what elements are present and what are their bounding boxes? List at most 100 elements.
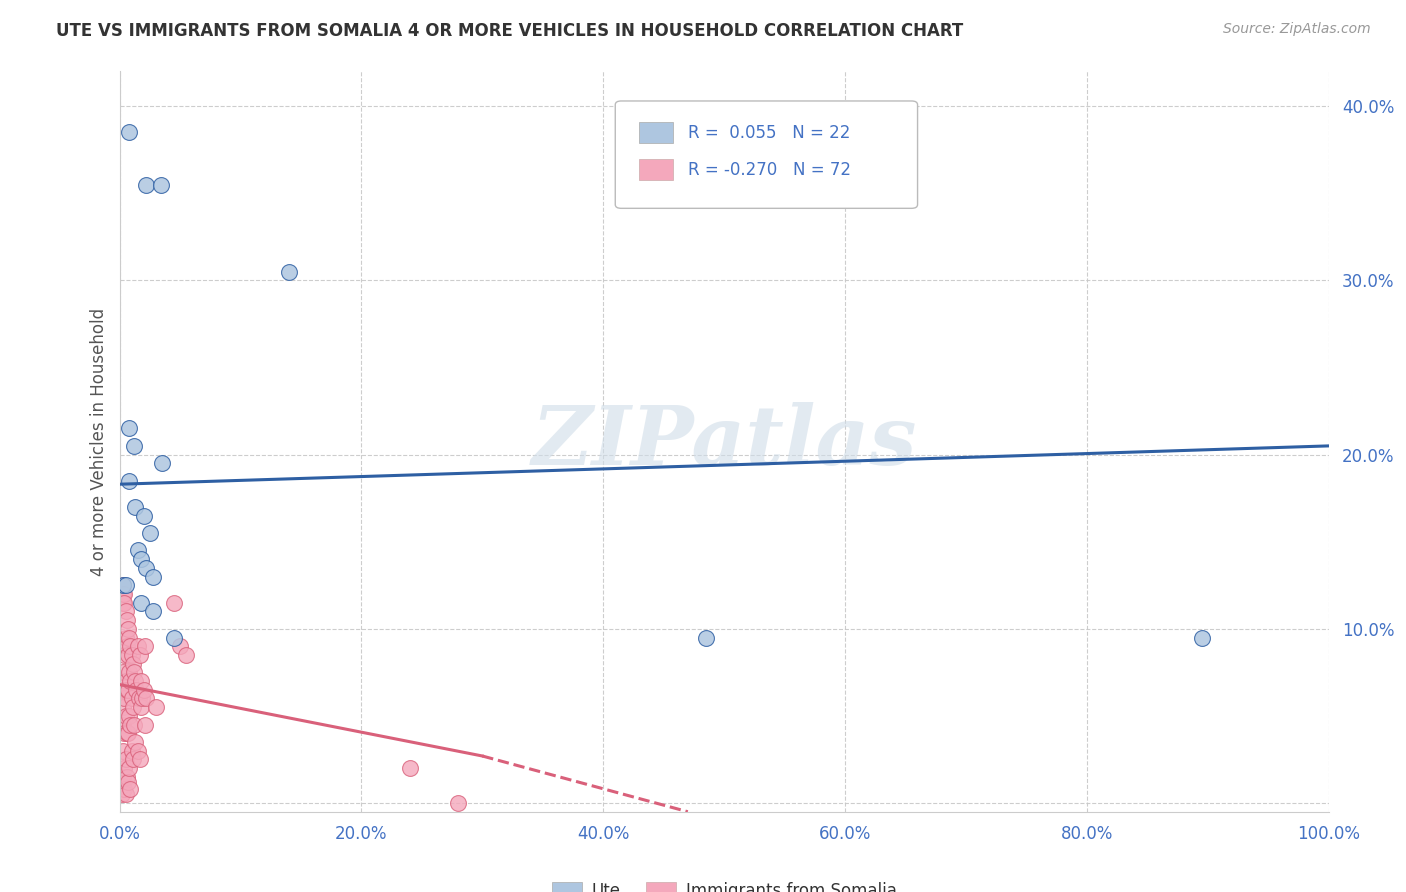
Point xyxy=(149,178,172,192)
Point xyxy=(111,787,134,801)
Point xyxy=(114,752,136,766)
Point xyxy=(114,631,136,645)
Point xyxy=(129,674,152,689)
Text: R = -0.270   N = 72: R = -0.270 N = 72 xyxy=(688,161,851,178)
Point xyxy=(114,787,136,801)
Point xyxy=(129,648,152,662)
Point xyxy=(134,639,156,653)
Point xyxy=(121,657,143,671)
Point xyxy=(112,596,135,610)
Point xyxy=(112,648,135,662)
Point xyxy=(117,648,139,662)
Point xyxy=(121,744,143,758)
Point xyxy=(114,604,136,618)
Point xyxy=(121,691,143,706)
Text: R =  0.055   N = 22: R = 0.055 N = 22 xyxy=(688,124,851,142)
Point xyxy=(277,265,299,279)
Point xyxy=(695,631,717,645)
Point xyxy=(129,596,152,610)
Point xyxy=(127,744,149,758)
Text: ZIPatlas: ZIPatlas xyxy=(531,401,917,482)
Point xyxy=(115,682,138,697)
Point xyxy=(112,770,135,784)
Point xyxy=(142,569,165,583)
Point xyxy=(114,674,136,689)
Point xyxy=(135,691,157,706)
Point xyxy=(128,691,150,706)
Point xyxy=(120,782,142,797)
Point xyxy=(112,587,135,601)
Point xyxy=(115,613,138,627)
Text: UTE VS IMMIGRANTS FROM SOMALIA 4 OR MORE VEHICLES IN HOUSEHOLD CORRELATION CHART: UTE VS IMMIGRANTS FROM SOMALIA 4 OR MORE… xyxy=(56,22,963,40)
Point xyxy=(120,717,142,731)
Point xyxy=(135,178,157,192)
Point xyxy=(142,604,165,618)
Point xyxy=(124,674,146,689)
Point xyxy=(131,691,153,706)
Point xyxy=(132,682,155,697)
Point xyxy=(122,439,145,453)
Point xyxy=(114,709,136,723)
Point xyxy=(112,744,135,758)
Point xyxy=(112,717,135,731)
Point xyxy=(174,648,197,662)
Point xyxy=(121,752,143,766)
Point xyxy=(118,125,141,139)
Point xyxy=(124,735,146,749)
Point xyxy=(112,700,135,714)
FancyBboxPatch shape xyxy=(616,101,918,209)
Point xyxy=(138,526,162,541)
Point xyxy=(129,752,152,766)
Point xyxy=(120,639,142,653)
Point xyxy=(112,726,135,740)
Point xyxy=(122,665,145,680)
Point xyxy=(135,561,157,575)
Point xyxy=(112,782,135,797)
Point xyxy=(447,796,470,810)
Point xyxy=(117,622,139,636)
Point xyxy=(112,596,135,610)
Point xyxy=(111,770,134,784)
Point xyxy=(117,726,139,740)
Point xyxy=(111,779,134,793)
Point xyxy=(120,674,142,689)
Point xyxy=(118,474,141,488)
Point xyxy=(129,700,152,714)
Point xyxy=(112,578,135,592)
Point xyxy=(122,717,145,731)
Point xyxy=(112,761,135,775)
Point xyxy=(169,639,191,653)
Point xyxy=(117,682,139,697)
Point xyxy=(118,761,141,775)
Point xyxy=(112,665,135,680)
Point xyxy=(163,596,186,610)
Point xyxy=(121,700,143,714)
Point xyxy=(118,421,141,435)
Point xyxy=(145,700,167,714)
Point xyxy=(1191,631,1213,645)
Point xyxy=(112,682,135,697)
Point xyxy=(125,682,148,697)
Text: Source: ZipAtlas.com: Source: ZipAtlas.com xyxy=(1223,22,1371,37)
Point xyxy=(134,717,156,731)
Point xyxy=(124,500,146,514)
Point xyxy=(398,761,420,775)
Point xyxy=(129,552,152,566)
Point xyxy=(118,665,141,680)
Point xyxy=(115,770,138,784)
Legend: Ute, Immigrants from Somalia: Ute, Immigrants from Somalia xyxy=(546,876,903,892)
Point xyxy=(112,691,135,706)
Point xyxy=(127,543,149,558)
FancyBboxPatch shape xyxy=(640,160,673,180)
Point xyxy=(115,639,138,653)
Point xyxy=(121,648,143,662)
Point xyxy=(114,578,136,592)
Point xyxy=(118,631,141,645)
Point xyxy=(112,578,135,592)
FancyBboxPatch shape xyxy=(640,122,673,144)
Y-axis label: 4 or more Vehicles in Household: 4 or more Vehicles in Household xyxy=(90,308,108,575)
Point xyxy=(150,456,173,470)
Point xyxy=(163,631,186,645)
Point xyxy=(127,639,149,653)
Point xyxy=(112,587,135,601)
